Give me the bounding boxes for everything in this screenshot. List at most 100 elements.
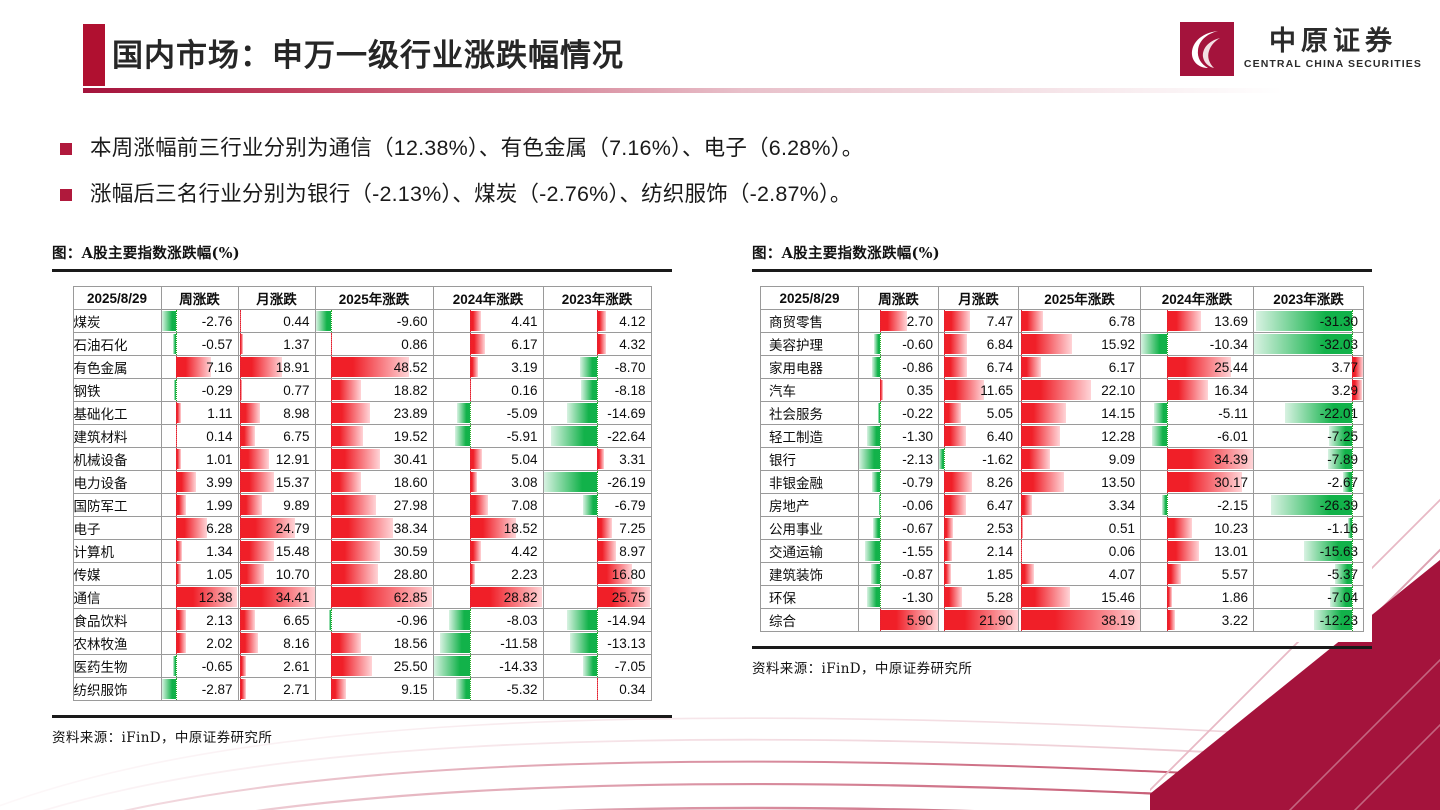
table-row[interactable]: 综合 5.90 21.90 38.19 3.22 -12.23 xyxy=(760,608,1364,632)
bar-axis xyxy=(1351,517,1353,539)
table-row[interactable]: 国防军工 1.99 9.89 27.98 7.08 -6.79 xyxy=(72,493,652,517)
table-row[interactable]: 石油石化 -0.57 1.37 0.86 6.17 4.32 xyxy=(72,332,652,356)
table-row[interactable]: 非银金融 -0.79 8.26 13.50 30.17 -2.67 xyxy=(760,470,1364,494)
row-category: 建筑装饰 xyxy=(760,562,859,586)
industry-table-left[interactable]: 2025/8/29 周涨跌 月涨跌 2025年涨跌 2024年涨跌 2023年涨跌 煤炭 -… xyxy=(72,286,652,701)
data-bar xyxy=(544,472,598,492)
cell-value: 5.28 xyxy=(938,585,1019,609)
data-bar xyxy=(1021,472,1065,492)
cell-value: -26.39 xyxy=(1253,493,1364,517)
bar-axis xyxy=(240,471,242,493)
cell-value: -14.33 xyxy=(432,654,544,678)
data-bar xyxy=(240,449,269,469)
bar-axis xyxy=(944,471,946,493)
table-row[interactable]: 商贸零售 2.70 7.47 6.78 13.69 -31.30 xyxy=(760,309,1364,333)
table-row[interactable]: 轻工制造 -1.30 6.40 12.28 -6.01 -7.25 xyxy=(760,424,1364,448)
cell-number: 9.09 xyxy=(1108,451,1135,467)
table-row[interactable]: 美容护理 -0.60 6.84 15.92 -10.34 -32.03 xyxy=(760,332,1364,356)
cell-value: 30.17 xyxy=(1140,470,1254,494)
table-row[interactable]: 有色金属 7.16 18.91 48.52 3.19 -8.70 xyxy=(72,355,652,379)
bar-axis xyxy=(1166,379,1168,401)
table-row[interactable]: 通信 12.38 34.41 62.85 28.82 25.75 xyxy=(72,585,652,609)
bar-axis xyxy=(597,425,599,447)
table-row[interactable]: 医药生物 -0.65 2.61 25.50 -14.33 -7.05 xyxy=(72,654,652,678)
table-row[interactable]: 房地产 -0.06 6.47 3.34 -2.15 -26.39 xyxy=(760,493,1364,517)
bullet-list: 本周涨幅前三行业分别为通信（12.38%）、有色金属（7.16%）、电子（6.2… xyxy=(60,132,1360,225)
data-bar xyxy=(1351,380,1362,400)
cell-number: 1.99 xyxy=(206,497,233,513)
industry-table-right[interactable]: 2025/8/29 周涨跌 月涨跌 2025年涨跌 2024年涨跌 2023年涨跌 商贸零… xyxy=(760,286,1364,632)
cell-number: 5.04 xyxy=(511,451,538,467)
cell-value: 18.82 xyxy=(314,378,434,402)
cell-number: 34.39 xyxy=(1214,451,1248,467)
cell-value: -2.67 xyxy=(1253,470,1364,494)
table-row[interactable]: 家用电器 -0.86 6.74 6.17 25.44 3.77 xyxy=(760,355,1364,379)
cell-value: 8.16 xyxy=(237,631,316,655)
cell-number: 12.91 xyxy=(275,451,310,467)
row-category: 公用事业 xyxy=(760,516,859,540)
table-row[interactable]: 计算机 1.34 15.48 30.59 4.42 8.97 xyxy=(72,539,652,563)
bar-axis xyxy=(1166,494,1168,516)
table-row[interactable]: 建筑材料 0.14 6.75 19.52 -5.91 -22.64 xyxy=(72,424,652,448)
bar-axis xyxy=(240,448,242,470)
table-row[interactable]: 传媒 1.05 10.70 28.80 2.23 16.80 xyxy=(72,562,652,586)
bar-axis xyxy=(240,586,242,608)
cell-number: -0.86 xyxy=(902,359,933,375)
cell-number: 2.13 xyxy=(206,612,233,628)
data-bar xyxy=(944,334,968,354)
cell-value: -14.94 xyxy=(542,608,652,632)
table-row[interactable]: 食品饮料 2.13 6.65 -0.96 -8.03 -14.94 xyxy=(72,608,652,632)
table-row[interactable]: 环保 -1.30 5.28 15.46 1.86 -7.04 xyxy=(760,585,1364,609)
cell-number: 5.05 xyxy=(986,405,1013,421)
bar-axis xyxy=(944,310,946,332)
data-bar xyxy=(579,357,598,377)
cell-value: 28.82 xyxy=(432,585,544,609)
table-row[interactable]: 建筑装饰 -0.87 1.85 4.07 5.57 -5.37 xyxy=(760,562,1364,586)
data-bar xyxy=(1327,449,1352,469)
data-bar xyxy=(175,541,183,561)
table-row[interactable]: 银行 -2.13 -1.62 9.09 34.39 -7.89 xyxy=(760,447,1364,471)
bullet-square-icon xyxy=(60,143,72,155)
data-bar xyxy=(1166,472,1243,492)
cell-value: 7.25 xyxy=(542,516,652,540)
page-title: 国内市场：申万一级行业涨跌幅情况 xyxy=(112,38,624,73)
table-row[interactable]: 汽车 0.35 11.65 22.10 16.34 3.29 xyxy=(760,378,1364,402)
table-row[interactable]: 公用事业 -0.67 2.53 0.51 10.23 -1.16 xyxy=(760,516,1364,540)
data-bar xyxy=(1151,426,1167,446)
cell-value: 1.37 xyxy=(237,332,316,356)
cell-value: -10.34 xyxy=(1140,332,1254,356)
data-bar xyxy=(1021,449,1051,469)
table-row[interactable]: 纺织服饰 -2.87 2.71 9.15 -5.32 0.34 xyxy=(72,677,652,701)
cell-number: 1.85 xyxy=(986,566,1013,582)
cell-value: 15.37 xyxy=(237,470,316,494)
table-row[interactable]: 社会服务 -0.22 5.05 14.15 -5.11 -22.01 xyxy=(760,401,1364,425)
table-row[interactable]: 基础化工 1.11 8.98 23.89 -5.09 -14.69 xyxy=(72,401,652,425)
bar-axis xyxy=(597,448,599,470)
table-row[interactable]: 农林牧渔 2.02 8.16 18.56 -11.58 -13.13 xyxy=(72,631,652,655)
cell-value: 18.91 xyxy=(237,355,316,379)
cell-number: -7.05 xyxy=(614,658,646,674)
cell-value: 0.06 xyxy=(1018,539,1141,563)
cell-number: 16.80 xyxy=(611,566,646,582)
bar-axis xyxy=(597,563,599,585)
table-row[interactable]: 煤炭 -2.76 0.44 -9.60 4.41 4.12 xyxy=(72,309,652,333)
table-row[interactable]: 电子 6.28 24.79 38.34 18.52 7.25 xyxy=(72,516,652,540)
cell-value: 6.84 xyxy=(938,332,1019,356)
table-row[interactable]: 电力设备 3.99 15.37 18.60 3.08 -26.19 xyxy=(72,470,652,494)
bar-axis xyxy=(469,356,471,378)
table-row[interactable]: 钢铁 -0.29 0.77 18.82 0.16 -8.18 xyxy=(72,378,652,402)
bar-axis xyxy=(469,586,471,608)
cell-number: 3.29 xyxy=(1331,382,1358,398)
cell-number: 6.74 xyxy=(986,359,1013,375)
cell-value: 1.34 xyxy=(160,539,239,563)
cell-number: -26.19 xyxy=(607,474,646,490)
cell-value: 7.16 xyxy=(160,355,239,379)
bar-axis xyxy=(240,379,242,401)
bar-axis xyxy=(331,379,332,401)
bar-axis xyxy=(331,471,332,493)
data-bar xyxy=(240,426,255,446)
table-row[interactable]: 交通运输 -1.55 2.14 0.06 13.01 -15.63 xyxy=(760,539,1364,563)
data-bar xyxy=(1154,403,1167,423)
table-row[interactable]: 机械设备 1.01 12.91 30.41 5.04 3.31 xyxy=(72,447,652,471)
data-bar xyxy=(1343,472,1352,492)
